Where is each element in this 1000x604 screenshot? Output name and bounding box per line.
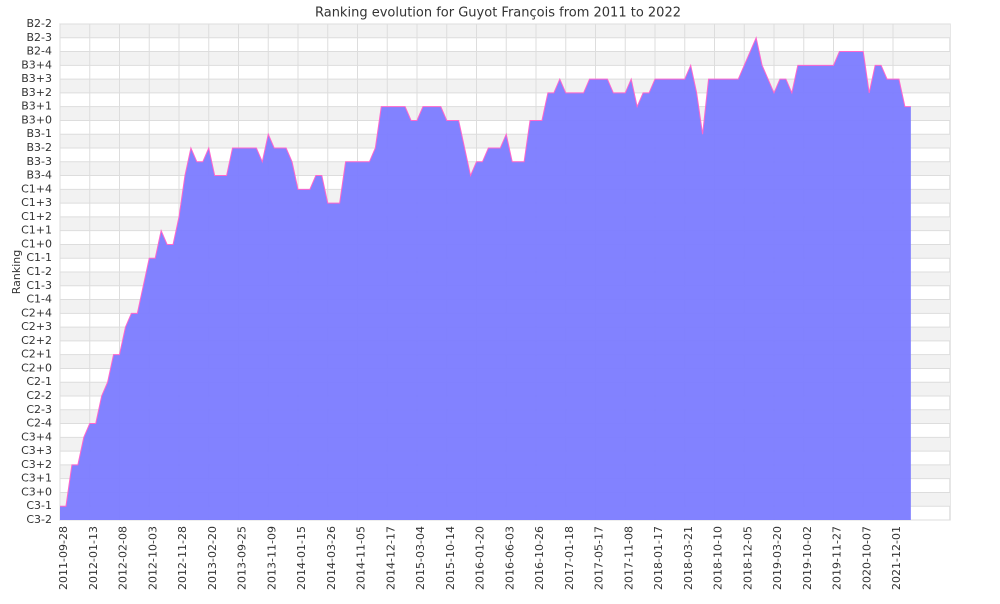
line [60, 36, 911, 507]
x-tick-label: 2014-03-26 [325, 526, 338, 590]
y-tick-label: B3+3 [21, 72, 52, 85]
x-tick-label: 2018-12-05 [741, 526, 754, 590]
y-tick-label: B3+0 [21, 113, 52, 126]
y-tick-label: B3-2 [26, 141, 52, 154]
y-tick-label: B2-3 [26, 31, 52, 44]
y-tick-label: C1-2 [26, 265, 52, 278]
y-tick-label: B2-4 [26, 45, 52, 58]
y-tick-label: C1+4 [21, 182, 52, 195]
y-tick-label: C3+0 [21, 485, 52, 498]
x-tick-label: 2018-10-10 [712, 526, 725, 590]
area [60, 37, 911, 521]
x-tick-label: 2019-11-27 [831, 526, 844, 590]
x-tick-label: 2021-12-01 [890, 526, 903, 590]
y-tick-label: C2+2 [21, 334, 52, 347]
y-tick-label: C3+2 [21, 458, 52, 471]
chart-title: Ranking evolution for Guyot François fro… [315, 6, 681, 21]
y-tick-label: C2-4 [26, 417, 52, 430]
y-tick-label: C1+0 [21, 237, 52, 250]
y-tick-label: C3-2 [26, 513, 52, 526]
y-tick-label: C1-4 [26, 293, 52, 306]
y-tick-label: B3-4 [26, 169, 52, 182]
x-tick-label: 2014-12-17 [384, 526, 397, 590]
x-tick-label: 2018-01-17 [652, 526, 665, 590]
x-tick-label: 2011-09-28 [57, 526, 70, 590]
x-tick-label: 2019-10-02 [801, 526, 814, 590]
y-tick-label: C3+3 [21, 444, 52, 457]
y-tick-label: C3+4 [21, 430, 52, 443]
x-tick-label: 2012-10-03 [146, 526, 159, 590]
x-tick-label: 2013-11-09 [265, 526, 278, 590]
y-tick-label: C2-3 [26, 403, 52, 416]
x-tick-label: 2016-01-20 [474, 526, 487, 590]
x-tick-label: 2014-01-15 [295, 526, 308, 590]
grid-band [60, 24, 950, 38]
y-tick-label: B2-2 [26, 17, 52, 30]
x-tick-label: 2015-03-04 [414, 526, 427, 590]
y-tick-label: B3+2 [21, 86, 52, 99]
y-tick-label: C3+1 [21, 472, 52, 485]
y-tick-label: B3+4 [21, 58, 52, 71]
y-tick-label: B3-3 [26, 155, 52, 168]
y-tick-label: C1+2 [21, 210, 52, 223]
y-tick-label: C2+0 [21, 361, 52, 374]
x-tick-label: 2018-03-21 [682, 526, 695, 590]
y-tick-label: C2+1 [21, 348, 52, 361]
x-tick-label: 2017-11-08 [622, 526, 635, 590]
y-tick-label: C2+4 [21, 306, 52, 319]
y-tick-label: C1+3 [21, 196, 52, 209]
grid-band [60, 51, 950, 66]
x-tick-label: 2013-02-20 [206, 526, 219, 590]
y-tick-label: C3-1 [26, 499, 52, 512]
y-axis-label: Ranking [10, 250, 23, 295]
y-tick-label: C1-3 [26, 279, 52, 292]
y-tick-label: C1+1 [21, 224, 52, 237]
y-tick-label: C2-1 [26, 375, 52, 388]
x-tick-label: 2012-01-13 [87, 526, 100, 590]
x-tick-label: 2017-01-18 [563, 526, 576, 590]
y-tick-label: C1-1 [26, 251, 52, 264]
y-tick-label: C2+3 [21, 320, 52, 333]
x-tick-label: 2017-05-17 [593, 526, 606, 590]
x-tick-label: 2019-03-20 [771, 526, 784, 590]
y-tick-label: B3-1 [26, 127, 52, 140]
x-tick-label: 2012-11-28 [176, 526, 189, 590]
x-tick-label: 2020-10-07 [860, 526, 873, 590]
x-tick-label: 2012-02-08 [117, 526, 130, 590]
x-tick-label: 2016-10-26 [533, 526, 546, 590]
x-tick-label: 2013-09-25 [236, 526, 249, 590]
y-tick-label: B3+1 [21, 100, 52, 113]
x-tick-label: 2016-06-03 [503, 526, 516, 590]
y-tick-label: C2-2 [26, 389, 52, 402]
x-tick-label: 2015-10-14 [444, 526, 457, 590]
x-tick-label: 2014-11-05 [355, 526, 368, 590]
